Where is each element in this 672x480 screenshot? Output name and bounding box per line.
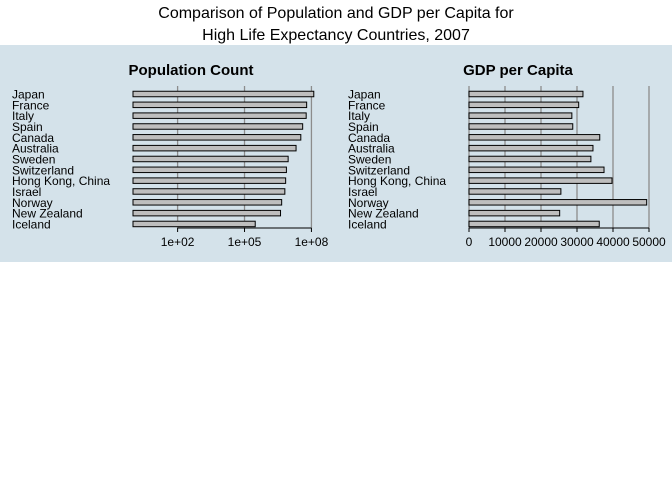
category-label-0-5: Australia <box>12 142 59 156</box>
category-label-1-7: Switzerland <box>348 163 410 177</box>
bar-0-1 <box>132 101 308 109</box>
category-label-1-1: France <box>348 98 386 112</box>
bar-0-11 <box>132 209 282 217</box>
category-label-1-11: New Zealand <box>348 207 419 221</box>
bar-1-11 <box>468 209 561 217</box>
category-label-1-5: Australia <box>348 142 395 156</box>
bar-0-8 <box>132 177 287 184</box>
bar-0-12 <box>132 220 256 228</box>
category-label-1-10: Norway <box>348 196 389 210</box>
category-label-1-3: Spain <box>348 120 379 134</box>
category-label-1-2: Italy <box>348 109 370 123</box>
bar-1-4 <box>468 134 601 141</box>
x-tick-label-0-1: 1e+05 <box>228 235 262 249</box>
x-tick-label-1-5: 50000 <box>632 235 666 249</box>
chart-title: Comparison of Population and GDP per Cap… <box>0 3 672 47</box>
x-tick-label-1-1: 10000 <box>488 235 522 249</box>
x-tick-label-1-2: 20000 <box>524 235 558 249</box>
category-label-1-8: Hong Kong, China <box>348 174 446 188</box>
category-label-0-1: France <box>12 98 50 112</box>
bar-0-10 <box>132 199 283 206</box>
x-tick-label-1-4: 40000 <box>596 235 630 249</box>
bar-1-9 <box>468 188 562 195</box>
category-label-1-4: Canada <box>348 131 390 145</box>
x-tick-label-0-0: 1e+02 <box>161 235 195 249</box>
category-label-0-6: Sweden <box>12 152 55 166</box>
category-label-0-3: Spain <box>12 120 43 134</box>
bar-0-7 <box>132 166 287 174</box>
x-tick-label-1-0: 0 <box>466 235 473 249</box>
category-label-0-4: Canada <box>12 131 54 145</box>
category-label-0-10: Norway <box>12 196 53 210</box>
category-label-0-7: Switzerland <box>12 163 74 177</box>
bar-1-0 <box>468 90 584 98</box>
category-label-0-9: Israel <box>12 185 41 199</box>
bar-0-2 <box>132 112 307 119</box>
bar-0-3 <box>132 123 304 130</box>
category-label-0-11: New Zealand <box>12 207 83 221</box>
bar-0-5 <box>132 144 297 152</box>
bar-0-6 <box>132 155 289 163</box>
category-label-1-0: Japan <box>348 88 381 102</box>
bar-1-2 <box>468 112 573 119</box>
panel-title-0: Population Count <box>129 62 254 79</box>
category-label-1-9: Israel <box>348 185 377 199</box>
bar-0-4 <box>132 134 302 141</box>
bar-1-3 <box>468 123 574 130</box>
bar-1-10 <box>468 199 648 206</box>
bar-0-9 <box>132 188 286 195</box>
panel-title-1: GDP per Capita <box>463 62 573 79</box>
bar-1-6 <box>468 155 592 163</box>
bar-1-1 <box>468 101 580 109</box>
bar-1-7 <box>468 166 605 174</box>
x-tick-label-0-2: 1e+08 <box>295 235 329 249</box>
category-label-1-12: Iceland <box>348 217 387 231</box>
chart-title-line-2: High Life Expectancy Countries, 2007 <box>202 27 470 44</box>
bar-1-12 <box>468 220 600 228</box>
category-label-0-2: Italy <box>12 109 34 123</box>
category-label-0-12: Iceland <box>12 217 51 231</box>
category-label-0-8: Hong Kong, China <box>12 174 110 188</box>
category-label-0-0: Japan <box>12 88 45 102</box>
bar-0-0 <box>132 90 315 98</box>
bar-1-5 <box>468 144 594 152</box>
bar-1-8 <box>468 177 613 184</box>
chart-title-line-1: Comparison of Population and GDP per Cap… <box>158 5 514 22</box>
x-tick-label-1-3: 30000 <box>560 235 594 249</box>
category-label-1-6: Sweden <box>348 152 391 166</box>
